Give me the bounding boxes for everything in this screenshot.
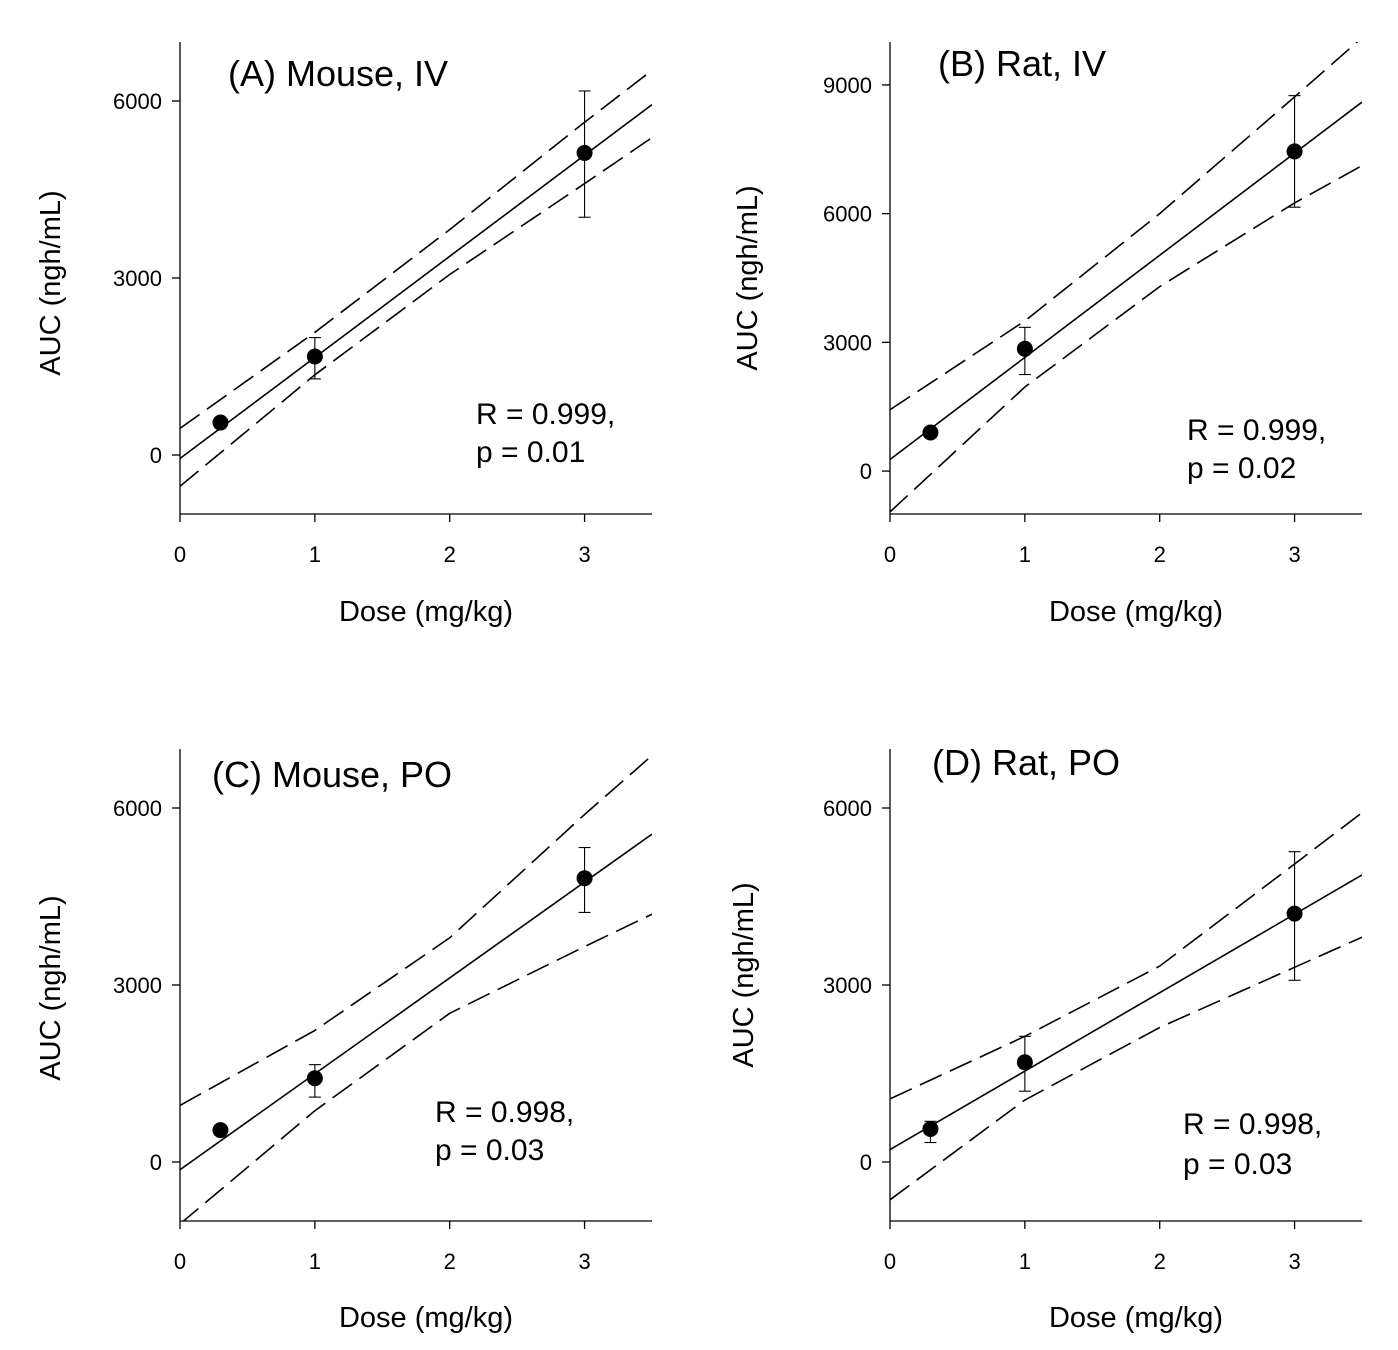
panel-b-regression-line [890,101,1362,461]
panel-c: 0 1 2 3 0 3000 6000 (C) Mouse, PO R = 0.998, p = … [35,749,652,1334]
panel-c-x-axis-title: Dose (mg/kg) [339,1302,513,1334]
panel-a-y-tick-label: 0 [150,443,162,468]
panel-c-y-tick-label: 3000 [113,973,162,998]
panel-d-y-axis-title: AUC (ngh/mL) [728,882,760,1067]
panel-b-p-value: p = 0.02 [1187,452,1296,485]
panel-a-data-point [212,414,229,431]
panel-a-data-point [306,348,323,365]
panel-c-x-tick-label: 0 [174,1249,186,1274]
panel-c-r-value: R = 0.998, [435,1096,574,1129]
panel-a-y-tick-label: 6000 [113,89,162,114]
panel-a-title: (A) Mouse, IV [228,53,448,94]
panel-c-data-point [576,870,593,887]
panel-b-y-tick-label: 6000 [823,202,872,227]
panel-c-data-point [306,1070,323,1087]
panel-a-x-tick-label: 3 [578,542,590,567]
panel-b-ci-lower-line [890,164,1362,513]
panel-b-lines [890,42,1362,513]
panel-a-y-tick-label: 3000 [113,266,162,291]
panel-b-x-axis-title: Dose (mg/kg) [1049,596,1223,628]
panel-b-data-point [1016,340,1033,357]
panel-a-lines [180,69,652,487]
panel-c-x-tick-label: 3 [578,1249,590,1274]
panel-b-y-axis-title: AUC (ngh/mL) [732,185,764,370]
panel-a-x-tick-label: 1 [309,542,321,567]
panel-b-y-tick-label: 9000 [823,73,872,98]
panel-d-lines [890,812,1362,1201]
panel-c-y-axis-title: AUC (ngh/mL) [35,895,67,1080]
panel-c-p-value: p = 0.03 [435,1134,544,1167]
panel-c-regression-line [180,833,652,1171]
panel-b-data-point [922,424,939,441]
panel-b-r-value: R = 0.999, [1187,414,1326,447]
panel-a-x-tick-label: 0 [174,542,186,567]
panel-d: 0 1 2 3 0 3000 6000 (D) Rat, PO R = 0.998, p = 0.… [728,742,1362,1334]
panel-a-r-value: R = 0.999, [476,398,615,431]
panel-d-data-point [1286,905,1303,922]
panel-a-ci-lower-line [180,136,652,487]
panel-c-y-tick-label: 0 [150,1150,162,1175]
panel-a-y-axis-title: AUC (ngh/mL) [35,190,67,375]
panel-c-x-tick-label: 2 [444,1249,456,1274]
panel-d-ci-upper-line [890,812,1362,1100]
panel-b-x-tick-label: 2 [1154,542,1166,567]
panel-b-x-tick-label: 3 [1288,542,1300,567]
panel-d-x-tick-label: 2 [1154,1249,1166,1274]
panel-b-x-tick-label: 0 [884,542,896,567]
panel-b-y-tick-label: 0 [860,459,872,484]
panel-d-x-tick-label: 1 [1019,1249,1031,1274]
panel-d-ci-lower-line [890,936,1362,1201]
panel-d-data-point [1016,1054,1033,1071]
panel-b-y-tick-label: 3000 [823,330,872,355]
panel-a-x-axis-title: Dose (mg/kg) [339,596,513,628]
panel-d-y-tick-label: 0 [860,1150,872,1175]
panel-b-title: (B) Rat, IV [938,43,1106,84]
panel-d-p-value: p = 0.03 [1183,1148,1292,1181]
panel-c-y-tick-label: 6000 [113,796,162,821]
panel-d-x-axis-title: Dose (mg/kg) [1049,1302,1223,1334]
panel-d-title: (D) Rat, PO [932,742,1120,783]
panel-d-x-tick-label: 3 [1288,1249,1300,1274]
panel-c-ci-lower-line [182,913,652,1221]
panel-d-r-value: R = 0.998, [1183,1108,1322,1141]
panel-b-ci-upper-line [890,42,1359,411]
panel-a-x-tick-label: 2 [444,542,456,567]
panel-d-regression-line [890,874,1362,1151]
panel-c-lines [180,754,652,1221]
panel-a-data-point [576,144,593,161]
panel-a: 0 1 2 3 0 3000 6000 (A) Mouse, IV R = 0.999, p = … [35,42,652,628]
panel-c-ci-upper-line [180,754,652,1107]
panel-b: 0 1 2 3 0 3000 6000 9000 (B) Rat, IV R = 0.999, p … [732,42,1362,628]
panel-b-x-tick-label: 1 [1019,542,1031,567]
panel-c-title: (C) Mouse, PO [212,754,452,795]
panel-b-data-point [1286,143,1303,160]
panel-d-y-tick-label: 6000 [823,796,872,821]
panel-a-regression-line [180,103,652,460]
panel-d-data-point [922,1120,939,1137]
panel-c-x-tick-label: 1 [309,1249,321,1274]
panel-d-y-tick-label: 3000 [823,973,872,998]
panel-d-x-tick-label: 0 [884,1249,896,1274]
panel-a-p-value: p = 0.01 [476,436,585,469]
panel-a-ci-upper-line [180,69,652,430]
panel-c-data-point [212,1122,229,1139]
